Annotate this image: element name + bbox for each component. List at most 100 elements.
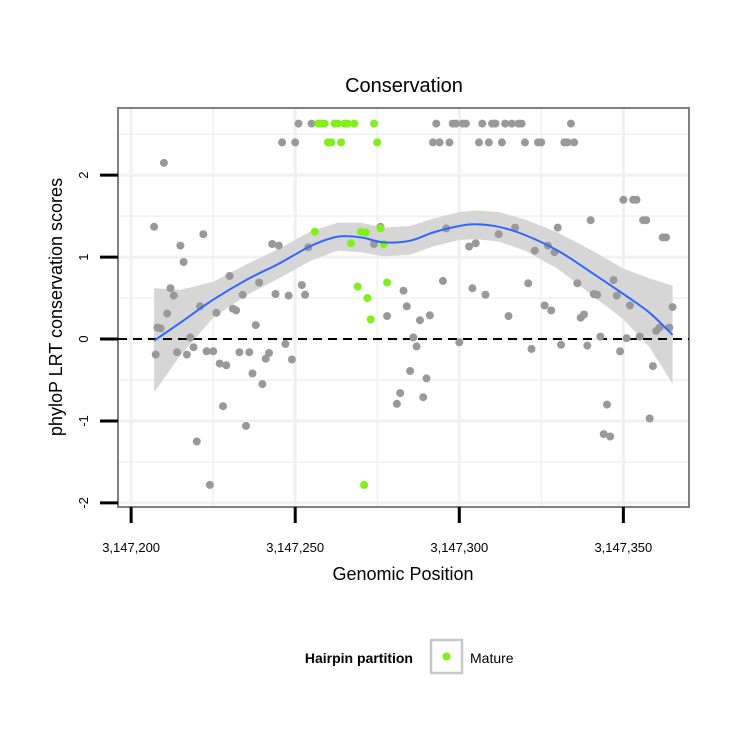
mature-point — [347, 239, 355, 248]
x-tick-label: 3,147,350 — [594, 540, 652, 555]
other-point — [484, 138, 493, 147]
other-point — [583, 341, 592, 350]
other-point — [182, 350, 191, 359]
other-point — [632, 195, 641, 204]
other-point — [596, 332, 605, 341]
mature-point — [383, 278, 392, 287]
other-point — [274, 241, 283, 250]
other-point — [409, 333, 418, 342]
other-point — [151, 350, 160, 359]
other-point — [235, 348, 244, 357]
legend-entry-mature: Mature — [470, 650, 514, 666]
other-point — [432, 119, 441, 128]
other-point — [179, 258, 188, 266]
other-point — [642, 216, 651, 225]
x-tick-marks — [129, 507, 625, 523]
x-tick-label: 3,147,300 — [430, 540, 488, 555]
other-point — [245, 348, 254, 357]
y-axis: -2 -1 0 1 2 — [76, 172, 118, 509]
other-point — [563, 138, 572, 147]
other-point — [192, 437, 201, 446]
other-point — [557, 340, 565, 349]
other-point — [468, 284, 477, 293]
confidence-band-group — [154, 210, 673, 393]
other-point — [609, 276, 618, 285]
scatter-points — [150, 119, 677, 489]
other-point — [406, 367, 415, 375]
other-point — [530, 246, 539, 255]
other-point — [580, 310, 588, 319]
other-point — [287, 355, 296, 364]
x-tick-label: 3,147,250 — [266, 540, 324, 555]
mature-point — [373, 138, 382, 147]
other-point — [189, 343, 198, 352]
other-point — [494, 230, 503, 239]
other-point — [593, 290, 602, 299]
other-point — [481, 290, 490, 299]
other-point — [501, 119, 510, 128]
other-point — [415, 316, 424, 325]
mature-point — [361, 228, 370, 237]
other-point — [169, 291, 178, 300]
other-point — [668, 303, 677, 312]
legend: Hairpin partition Mature — [305, 638, 514, 675]
y-tick-label: -2 — [76, 497, 91, 509]
other-point — [648, 362, 657, 371]
other-point — [232, 306, 241, 315]
chart-title: Conservation — [345, 75, 463, 97]
other-point — [573, 279, 582, 288]
other-point — [294, 119, 303, 128]
other-point — [507, 119, 516, 128]
other-point — [412, 342, 421, 351]
other-point — [238, 290, 247, 299]
x-axis: 3,147,200 3,147,250 3,147,300 3,147,350 — [102, 507, 652, 555]
other-point — [163, 309, 172, 318]
other-point — [625, 301, 634, 310]
other-point — [301, 290, 310, 299]
other-point — [402, 302, 411, 311]
other-point — [524, 279, 533, 288]
other-point — [622, 334, 631, 343]
y-tick-label: 0 — [76, 335, 91, 342]
other-point — [599, 430, 608, 439]
mature-point — [337, 138, 346, 147]
other-point — [222, 361, 231, 370]
other-point — [422, 374, 431, 383]
other-point — [547, 306, 556, 315]
other-point — [645, 414, 654, 423]
mature-point — [363, 294, 372, 303]
mature-point — [366, 315, 375, 324]
other-point — [156, 324, 165, 333]
other-point — [429, 138, 437, 147]
mature-point — [370, 119, 378, 128]
other-point — [297, 281, 306, 289]
other-point — [209, 347, 218, 356]
y-tick-label: -1 — [76, 415, 91, 427]
other-point — [445, 138, 454, 147]
other-point — [566, 119, 575, 128]
other-point — [520, 138, 529, 147]
y-tick-label: 2 — [76, 172, 91, 179]
other-point — [553, 223, 562, 232]
other-point — [242, 421, 250, 430]
other-point — [202, 347, 211, 356]
x-axis-title: Genomic Position — [332, 564, 473, 584]
mature-point — [353, 282, 362, 291]
y-tick-label: 1 — [76, 253, 91, 260]
other-point — [452, 119, 460, 128]
other-point — [215, 359, 224, 368]
other-point — [504, 312, 513, 321]
other-point — [225, 272, 234, 280]
mature-point — [320, 119, 329, 128]
other-point — [419, 393, 428, 402]
other-point — [612, 291, 621, 300]
other-point — [570, 138, 579, 147]
other-point — [219, 402, 227, 411]
legend-mature-marker — [442, 652, 451, 661]
other-point — [475, 138, 483, 147]
other-point — [173, 348, 182, 357]
confidence-band — [154, 210, 673, 393]
other-point — [635, 332, 644, 341]
other-point — [455, 338, 464, 347]
